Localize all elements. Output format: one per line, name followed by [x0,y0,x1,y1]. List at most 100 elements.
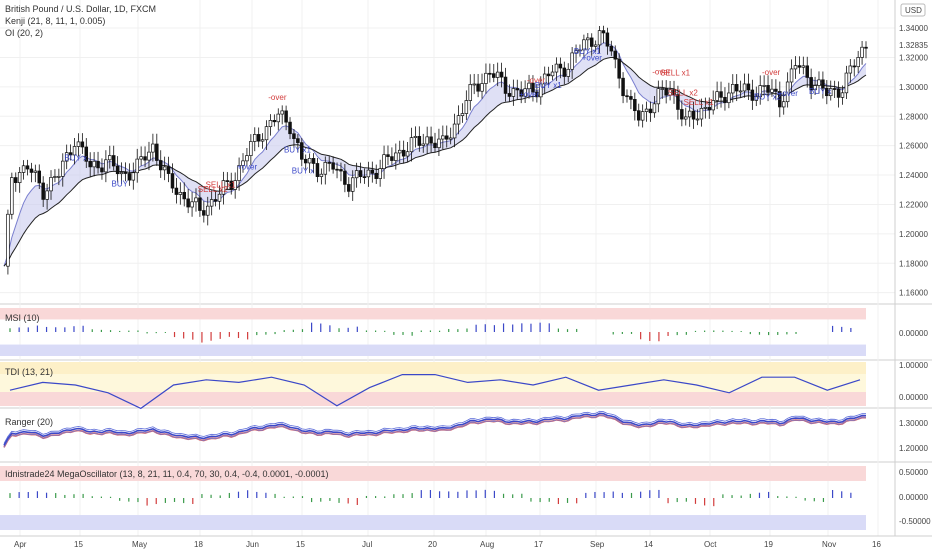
ranger-title[interactable]: Ranger (20) [5,417,53,427]
candle-body [734,84,739,92]
last-price-marker: 1.32835 [896,39,932,51]
pane-tick-label: 1.20000 [899,444,928,453]
candle-body [691,110,696,120]
candle-body [394,152,398,161]
time-tick-label: Oct [704,540,717,549]
time-tick-label: 18 [194,540,203,549]
candle-body [539,83,543,98]
candle-body [53,176,57,178]
candle-body [202,210,206,216]
candle-body [468,84,473,101]
overbought-band [0,466,866,481]
candle-body [104,159,108,173]
candle-body [574,49,578,54]
candle-body [840,92,845,98]
pane-tick-label: -0.50000 [899,517,931,526]
candle-body [805,65,809,78]
candle-body [445,135,449,140]
candle-body [256,134,261,142]
candle-body [108,155,112,161]
tdi-mid-band [0,374,866,392]
candle-body [14,177,18,183]
signal-label: BUY x [809,87,832,96]
time-tick-label: Apr [14,540,27,549]
currency-button[interactable]: USD [900,3,926,17]
candle-body [21,165,26,173]
candle-body [832,88,837,90]
candle-body [707,107,712,111]
time-tick-label: 16 [872,540,881,549]
candle-body [523,88,527,97]
candle-body [401,149,406,157]
tdi-title[interactable]: TDI (13, 21) [5,367,53,377]
candle-body [386,154,390,157]
candle-body [409,137,414,153]
candle-body [362,176,367,178]
signal-label: BUY [112,179,129,188]
candle-body [366,169,371,178]
candle-body [111,155,116,167]
candle-body [61,160,65,177]
indicator-oi-label[interactable]: OI (20, 2) [5,28,43,38]
ranger-line [3,410,867,444]
candle-body [656,88,661,105]
signal-label: -over [527,76,546,85]
price-tick-label: 1.18000 [899,259,928,268]
signal-label: -over [652,67,671,76]
candle-body [597,30,602,46]
candle-body [844,72,849,94]
tdi-upper-band [0,362,866,374]
candle-body [762,85,766,87]
candle-body [264,126,269,141]
candle-body [452,123,457,139]
candle-body [151,143,155,153]
candle-body [194,197,198,203]
candle-body [139,156,143,160]
price-axis[interactable]: 1.16000 1.18000 1.20000 1.22000 1.24000 1.260… [899,24,928,298]
candle-body [182,191,186,200]
candle-body [370,169,375,174]
candle-body [793,65,798,70]
candle-body [672,89,676,95]
signal-label: BUY x [65,153,88,162]
candle-body [621,77,625,97]
candle-body [699,107,704,120]
candle-body [766,85,770,93]
candle-body [233,180,237,190]
candle-body [503,76,508,94]
candle-body [680,109,684,120]
candle-body [123,172,128,174]
indicator-kenji-label[interactable]: Kenji (21, 8, 11, 1, 0.005) [5,16,105,26]
candle-body [817,79,821,86]
candle-body [37,170,42,184]
candle-body [535,91,539,98]
time-tick-label: 15 [296,540,305,549]
candle-body [96,160,100,169]
candle-body [856,57,860,68]
chart-title: British Pound / U.S. Dollar, 1D, FXCM [5,4,156,14]
candle-body [347,184,351,192]
candle-body [335,168,339,171]
price-tick-label: 1.32000 [899,53,928,62]
candle-body [300,142,304,160]
candle-body [605,32,610,47]
candle-body [390,156,394,161]
candle-body [147,151,151,161]
msi-title[interactable]: MSI (10) [5,313,40,323]
price-tick-label: 1.20000 [899,230,928,239]
mega-title[interactable]: Idnistrade24 MegaOscillator (13, 8, 21, … [5,469,329,479]
candle-body [170,173,175,189]
candle-body [276,113,281,123]
candle-body [687,110,692,118]
candle-body [578,49,582,52]
time-tick-label: 14 [644,540,653,549]
time-axis[interactable]: Apr 15 May 18 Jun 15 Jul 20 Aug 17 Sep 14 Oct 19 Nov 16 [14,540,881,549]
candle-body [288,121,292,135]
candle-body [358,170,363,177]
candle-body [566,68,570,77]
candle-body [382,154,386,169]
candle-body [307,158,312,164]
